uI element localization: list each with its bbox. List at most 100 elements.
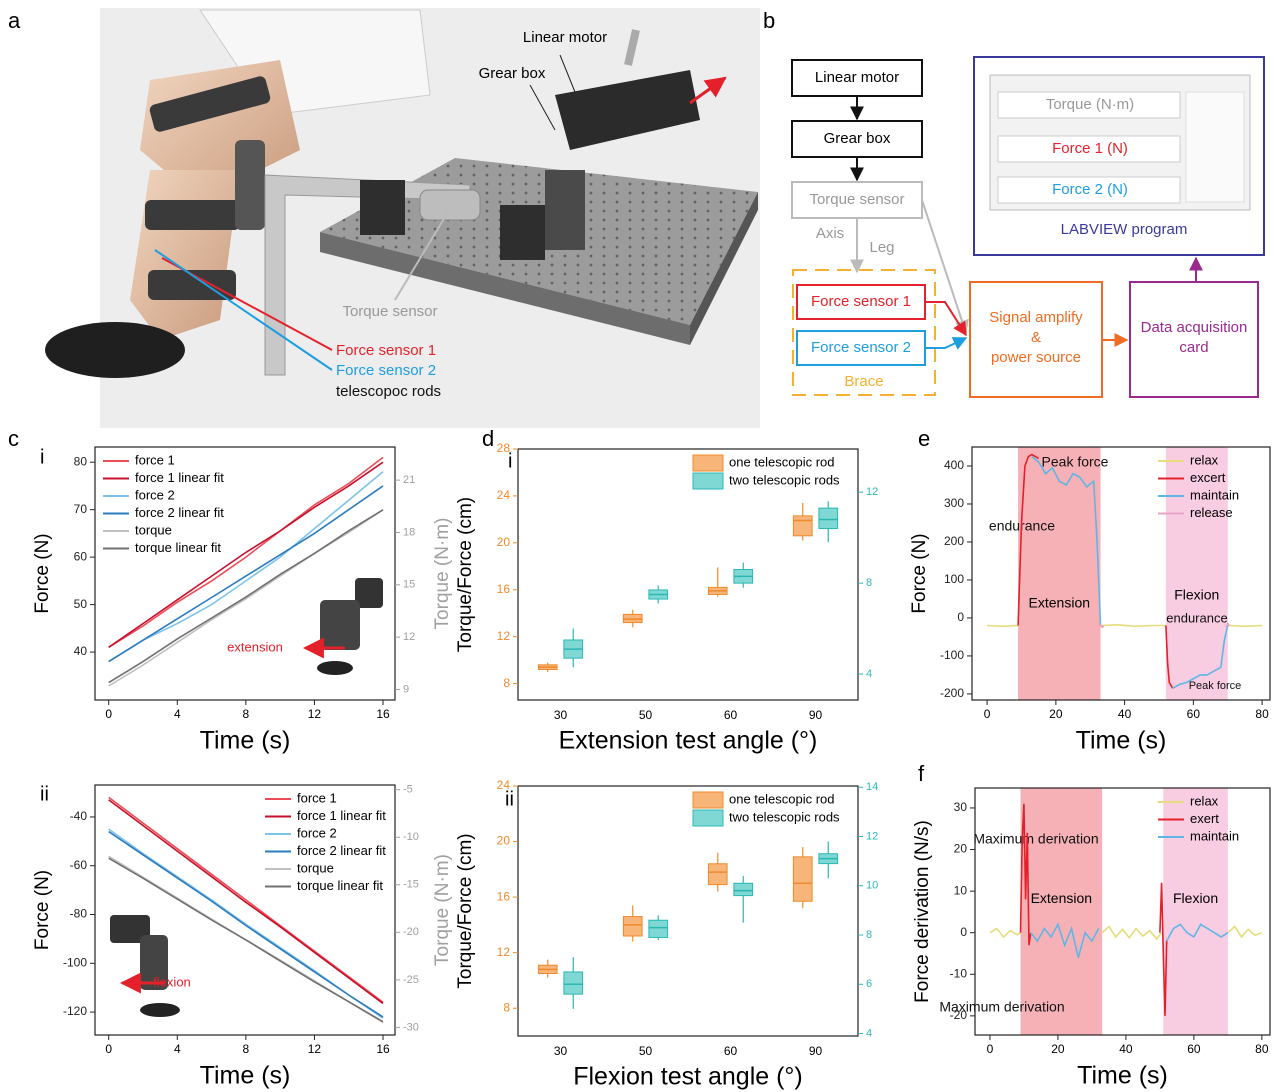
- y-tick-label: 0: [957, 610, 964, 624]
- annotation: extension: [227, 639, 283, 654]
- x-tick-label: 60: [724, 1044, 738, 1058]
- x-tick-label: 12: [308, 1042, 322, 1056]
- node-label: Torque sensor: [809, 191, 904, 208]
- y-axis-title: Torque/Force (cm): [455, 497, 476, 652]
- region: [1163, 788, 1228, 1035]
- table-edge: [690, 192, 758, 345]
- y2-tick-label: 8: [866, 577, 872, 589]
- table-side: [320, 232, 690, 345]
- x-tick-label: 40: [1118, 707, 1132, 721]
- panel-label: f: [918, 761, 925, 786]
- series-line: [1017, 453, 1174, 689]
- x-tick-label: 4: [174, 707, 181, 721]
- box: [792, 515, 813, 537]
- legend-label: force 1: [135, 452, 175, 467]
- shoe: [45, 322, 185, 378]
- y-tick-label: 30: [954, 800, 968, 814]
- node: [796, 284, 926, 320]
- legend-label: force 1 linear fit: [297, 808, 386, 823]
- arrow: [689, 76, 727, 105]
- region-label: Flexion: [1173, 890, 1218, 906]
- y2-tick-label: -25: [403, 974, 419, 986]
- y-tick-label: -120: [63, 1004, 87, 1018]
- leader: [529, 84, 556, 131]
- legend-label: force 1 linear fit: [135, 470, 224, 485]
- legend-swatch: [692, 791, 724, 809]
- x-tick-label: 8: [243, 707, 250, 721]
- y-tick-label: 24: [497, 488, 511, 502]
- y-tick-label: 20: [497, 834, 511, 848]
- arrow: [925, 337, 968, 350]
- x-tick-label: 60: [1187, 707, 1201, 721]
- x-tick-label: 0: [105, 707, 112, 721]
- photo-label: Force sensor 2: [336, 362, 436, 379]
- plot-frame: [971, 446, 1271, 701]
- brace-strap: [149, 76, 271, 132]
- x-tick-label: 90: [809, 708, 823, 722]
- panel-label: d: [482, 426, 494, 451]
- sub-label: ii: [505, 788, 514, 810]
- y2-tick-label: 4: [866, 668, 872, 680]
- x-tick-label: 60: [724, 708, 738, 722]
- node-label: Signal amplify: [989, 309, 1083, 326]
- y2-tick-label: 12: [866, 830, 878, 842]
- legend-label: torque linear fit: [135, 540, 221, 555]
- sub-label: i: [508, 450, 512, 472]
- y-tick-label: 8: [503, 1000, 510, 1014]
- x-tick-label: 20: [1049, 707, 1063, 721]
- x-tick-label: 16: [376, 707, 390, 721]
- x-tick-label: 40: [1119, 1042, 1133, 1056]
- y2-tick-label: 10: [866, 880, 878, 892]
- x-tick-label: 30: [554, 1044, 568, 1058]
- leader: [559, 54, 576, 93]
- x-tick-label: 0: [984, 707, 991, 721]
- icon-part: [317, 661, 353, 675]
- y2-tick-label: 15: [403, 579, 415, 591]
- y-tick-label: 0: [960, 925, 967, 939]
- brace-strap: [148, 270, 236, 300]
- gearbox: [545, 170, 585, 250]
- x-axis-title: Time (s): [200, 727, 291, 755]
- node-label: Linear motor: [815, 69, 899, 86]
- node-label: Grear box: [824, 130, 891, 147]
- y-axis-title: Force derivation (N/s): [912, 820, 933, 1003]
- leader: [394, 211, 449, 301]
- y2-tick-label: 21: [403, 474, 415, 486]
- y-tick-label: 60: [74, 549, 88, 563]
- sub-label: i: [40, 446, 44, 468]
- plot-frame: [517, 785, 859, 1037]
- annotation: Maximum derivation: [973, 831, 1098, 847]
- legend-label: force 2: [135, 487, 175, 502]
- x-axis-title: Extension test angle (°): [559, 727, 818, 755]
- region: [1020, 788, 1103, 1035]
- y2-tick-label: 12: [403, 631, 415, 643]
- x-tick-label: 60: [1187, 1042, 1201, 1056]
- y-tick-label: 16: [497, 889, 511, 903]
- box: [707, 863, 728, 886]
- panel-label: a: [8, 8, 21, 33]
- x-tick-label: 8: [243, 1042, 250, 1056]
- screen-label: Force 1 (N): [1052, 140, 1128, 157]
- region: [1018, 447, 1101, 700]
- plot-frame: [517, 448, 859, 701]
- y-tick-label: -100: [63, 955, 87, 969]
- y2-tick-label: 18: [403, 526, 415, 538]
- photo-label: Torque sensor: [342, 303, 437, 320]
- x-tick-label: 50: [639, 708, 653, 722]
- x-tick-label: 12: [308, 707, 322, 721]
- photo-label: Linear motor: [523, 29, 607, 46]
- y-tick-label: 24: [497, 778, 511, 792]
- panel-label: c: [8, 426, 19, 451]
- series-line: [108, 509, 384, 687]
- x-tick-label: 80: [1255, 707, 1269, 721]
- y-tick-label: 20: [497, 535, 511, 549]
- arrow: [925, 301, 967, 337]
- legend-label: torque: [135, 522, 172, 537]
- y-tick-label: -40: [70, 809, 88, 823]
- legend-label: exert: [1190, 811, 1219, 826]
- y2-axis-title: Torque (N·m): [432, 854, 453, 966]
- series-line: [108, 830, 384, 1018]
- x-tick-label: 0: [987, 1042, 994, 1056]
- node-label: Data acquisition: [1141, 319, 1248, 336]
